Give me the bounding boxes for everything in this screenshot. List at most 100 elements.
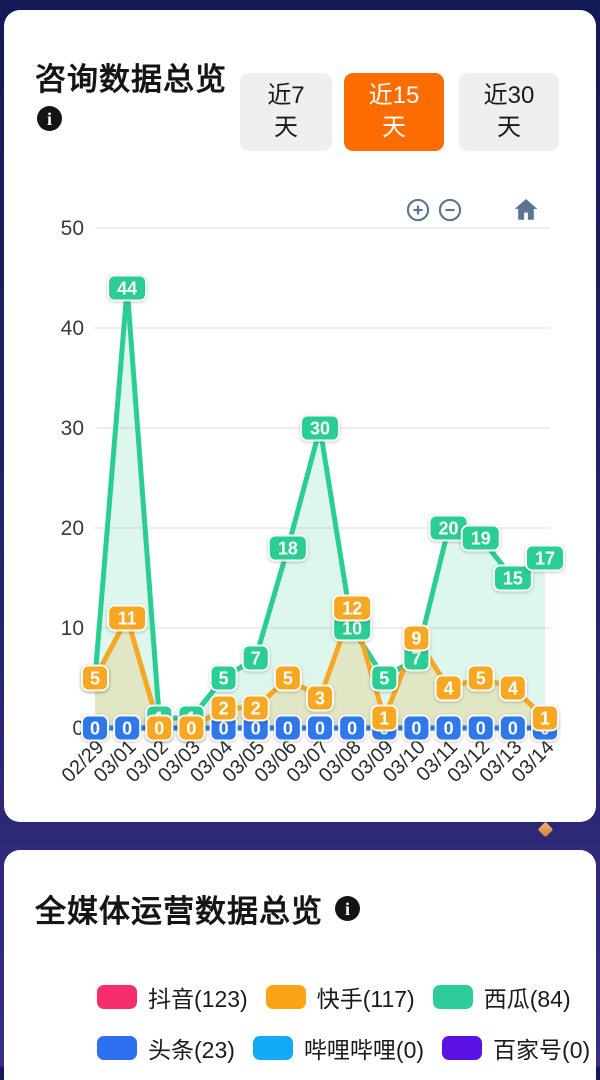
legend-item[interactable]: 哔哩哔哩(0) [252,1031,424,1065]
svg-text:11: 11 [118,609,137,629]
value-badge-快手: 11 [107,604,148,632]
svg-text:0: 0 [219,719,229,739]
y-axis-tick: 10 [61,617,84,640]
consult-data-card: 咨询数据总览 i 近7 天 近15 天 近30 天 0 10 20 30 40 50 02/29 03/… [4,10,596,822]
value-badge-头条: 0 [113,714,142,742]
chart-toolbar [404,196,540,224]
svg-text:0: 0 [154,719,164,739]
value-badge-头条: 0 [306,714,334,742]
svg-text:2: 2 [219,699,229,719]
info-icon[interactable]: i [37,106,62,131]
svg-text:0: 0 [251,719,261,739]
legend-item[interactable]: 西瓜(84) [432,980,571,1014]
svg-text:0: 0 [90,719,100,739]
legend-label: 抖音(123) [148,986,248,1012]
value-badge-西瓜: 5 [209,664,238,692]
value-badge-快手: 5 [273,664,302,692]
y-axis-tick: 50 [61,217,84,240]
time-range-tab-15d[interactable]: 近15 天 [344,73,444,151]
value-badge-快手: 5 [81,664,109,692]
svg-text:4: 4 [444,679,454,699]
svg-text:7: 7 [251,649,261,669]
legend-label: 西瓜(84) [483,986,571,1012]
value-badge-西瓜: 7 [241,644,270,672]
svg-text:12: 12 [342,599,362,619]
value-badge-头条: 0 [273,714,302,742]
svg-text:30: 30 [310,419,330,439]
reset-view-button[interactable] [512,196,540,224]
info-icon[interactable]: i [335,896,360,921]
consult-line-chart[interactable]: 0102030405002/2903/0103/0203/0303/0403/0… [4,10,596,822]
legend-label: 快手(117) [316,986,415,1012]
value-badge-快手: 0 [177,714,206,742]
value-badge-西瓜: 15 [492,564,533,592]
svg-text:0: 0 [476,719,486,739]
tab-label-line1: 近30 [483,82,535,109]
svg-text:19: 19 [471,529,491,549]
value-badge-头条: 0 [434,714,463,742]
value-badge-快手: 2 [241,694,270,722]
value-badge-西瓜: 19 [460,524,501,552]
value-badge-头条: 0 [209,714,238,742]
svg-text:4: 4 [508,679,518,699]
diamond-decoration [537,821,554,838]
svg-text:3: 3 [315,689,325,709]
value-badge-西瓜: 20 [428,514,469,542]
legend-item[interactable]: 百家号(0) [442,1031,590,1065]
time-range-tab-30d[interactable]: 近30 天 [459,73,559,151]
value-badge-快手: 4 [434,674,463,702]
svg-text:9: 9 [411,629,421,649]
legend-swatch [97,1036,137,1060]
svg-text:5: 5 [476,669,486,689]
svg-text:0: 0 [508,719,518,739]
value-badge-快手: 1 [370,704,399,732]
zoom-in-icon [406,198,430,222]
tab-label-line1: 近7 [267,82,305,109]
value-badge-头条: 0 [498,714,527,742]
legend-swatch [432,985,473,1009]
value-badge-快手: 3 [306,684,334,712]
zoom-out-button[interactable] [436,196,464,224]
media-overview-card: 全媒体运营数据总览 i 抖音(123) 快手(117) 西瓜(84) 头条(23) 哔哩… [4,850,596,1080]
value-badge-西瓜: 17 [525,544,565,572]
value-badge-西瓜: 44 [107,274,148,302]
value-badge-头条: 0 [402,714,431,742]
svg-text:0: 0 [411,719,421,739]
svg-text:18: 18 [278,539,298,559]
y-axis-tick: 30 [61,417,84,440]
svg-text:0: 0 [315,719,325,739]
value-badge-西瓜: 18 [267,534,308,562]
tab-label-line2: 天 [382,114,406,141]
legend-item[interactable]: 头条(23) [97,1031,235,1065]
legend-item[interactable]: 快手(117) [265,980,415,1014]
y-axis-tick: 40 [61,317,84,340]
svg-text:1: 1 [540,709,550,729]
home-icon [514,199,538,220]
svg-text:0: 0 [122,719,132,739]
consult-card-title: 咨询数据总览 [35,62,227,97]
legend-swatch [252,1036,293,1060]
media-card-title: 全媒体运营数据总览 [35,894,323,929]
tab-label-line2: 天 [274,114,298,141]
series-area-西瓜 [95,288,545,728]
value-badge-快手: 5 [466,664,495,692]
legend-swatch [97,985,137,1009]
value-badge-西瓜: 30 [300,414,340,442]
svg-text:0: 0 [347,719,357,739]
zoom-in-button[interactable] [404,196,432,224]
svg-text:0: 0 [186,719,196,739]
svg-text:0: 0 [444,719,454,739]
time-range-tab-7d[interactable]: 近7 天 [240,73,332,151]
legend-swatch [265,985,306,1009]
legend-swatch [442,1036,483,1060]
svg-text:44: 44 [117,279,137,299]
value-badge-快手: 12 [332,594,373,622]
svg-text:20: 20 [439,519,459,539]
legend-item[interactable]: 抖音(123) [97,980,248,1014]
tab-label-line1: 近15 [368,82,420,109]
value-badge-快手: 4 [498,674,527,702]
svg-text:5: 5 [379,669,389,689]
svg-text:17: 17 [535,549,555,569]
value-badge-快手: 9 [402,624,431,652]
svg-text:10: 10 [342,619,362,639]
